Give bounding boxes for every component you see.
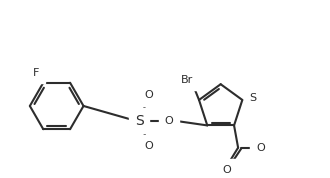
Text: O: O: [144, 90, 153, 100]
Text: O: O: [144, 141, 153, 151]
Text: S: S: [135, 114, 144, 128]
Text: O: O: [223, 165, 231, 175]
Text: S: S: [249, 93, 256, 103]
Text: O: O: [256, 143, 265, 153]
Text: Br: Br: [181, 75, 193, 85]
Text: F: F: [33, 68, 39, 78]
Text: O: O: [165, 116, 174, 126]
